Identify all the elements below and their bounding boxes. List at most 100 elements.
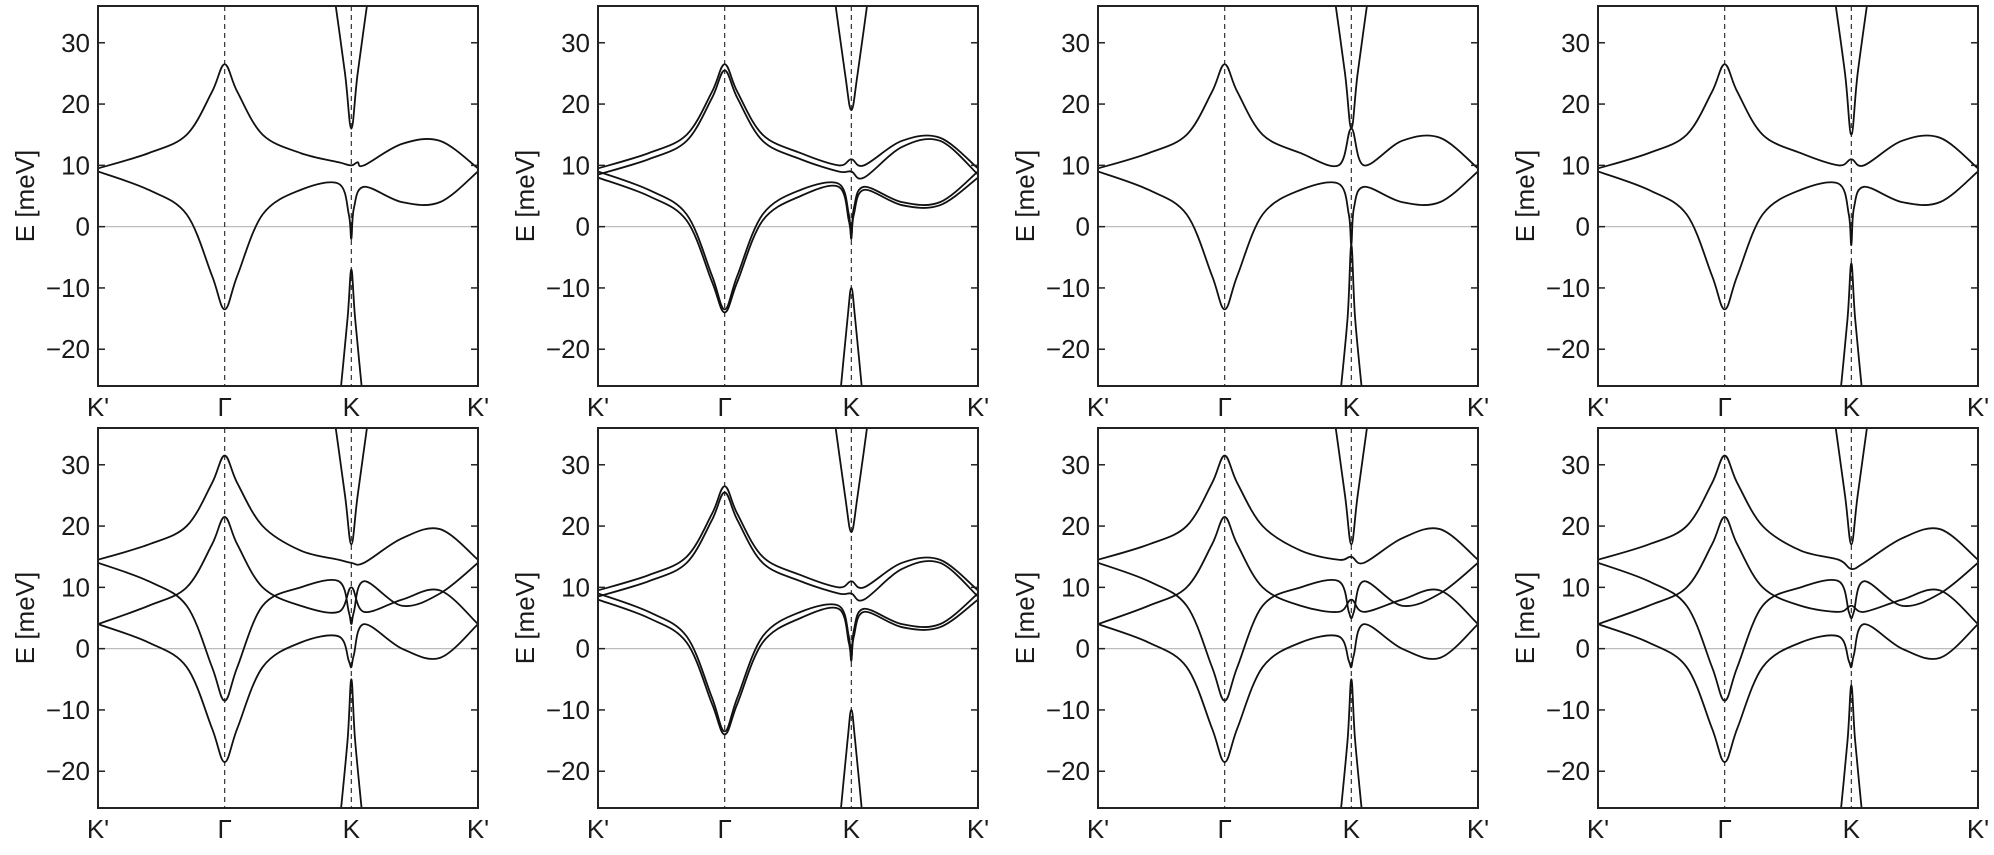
band-line-2 — [1598, 170, 1978, 311]
plot-frame — [1597, 427, 1979, 809]
y-tick-label: −10 — [546, 695, 590, 725]
y-tick-label: 20 — [1561, 511, 1590, 541]
band-line-2 — [98, 170, 478, 311]
band-line-4 — [98, 623, 478, 763]
y-tick-label: 30 — [561, 450, 590, 480]
band-line-5 — [1334, 428, 1368, 546]
y-tick-label: 0 — [1576, 634, 1590, 664]
y-tick-label: −20 — [1046, 756, 1090, 786]
y-tick-label: 20 — [61, 89, 90, 119]
x-tick-label: K' — [967, 392, 989, 422]
y-tick-label: 20 — [61, 511, 90, 541]
band-line-2 — [598, 69, 978, 180]
y-tick-label: −10 — [1546, 695, 1590, 725]
y-tick-label: 20 — [1061, 89, 1090, 119]
y-axis-label: E [meV] — [1010, 150, 1040, 242]
y-tick-label: 30 — [1061, 450, 1090, 480]
x-tick-label: K' — [587, 814, 609, 844]
x-tick-label: K — [1343, 392, 1361, 422]
y-tick-label: −10 — [46, 695, 90, 725]
x-tick-label: K' — [1967, 392, 1989, 422]
x-tick-label: Γ — [218, 814, 232, 844]
x-tick-label: Γ — [218, 392, 232, 422]
x-tick-label: K' — [467, 392, 489, 422]
band-line-1 — [1098, 63, 1478, 170]
y-tick-label: 10 — [1061, 572, 1090, 602]
band-line-4 — [1098, 623, 1478, 763]
y-tick-label: −10 — [1546, 273, 1590, 303]
panel-6: −20 −10 0 10 20 30 K' Γ K K' E [meV] — [510, 427, 989, 844]
band-line-4 — [1340, 244, 1363, 386]
y-tick-label: 0 — [1576, 212, 1590, 242]
panel-5: −20 −10 0 10 20 30 K' Γ K K' E [meV] — [10, 427, 489, 844]
x-tick-label: K — [343, 814, 361, 844]
band-group — [1598, 428, 1978, 808]
band-group — [98, 6, 478, 386]
band-group — [98, 428, 478, 808]
band-line-1 — [598, 485, 978, 592]
band-line-1 — [98, 63, 478, 170]
y-tick-label: 0 — [76, 212, 90, 242]
panel-7: −20 −10 0 10 20 30 K' Γ K K' E [meV] — [1010, 427, 1489, 844]
x-tick-label: K' — [1087, 392, 1109, 422]
y-axis-label: E [meV] — [1010, 572, 1040, 664]
x-tick-label: K' — [1587, 392, 1609, 422]
band-line-3 — [598, 170, 978, 311]
plot-frame — [1097, 5, 1479, 387]
band-line-4 — [598, 176, 978, 314]
y-axis-label: E [meV] — [510, 150, 540, 242]
band-line-1 — [598, 63, 978, 170]
band-line-3 — [98, 561, 478, 702]
plot-frame — [97, 5, 479, 387]
y-tick-label: 10 — [1561, 572, 1590, 602]
y-tick-label: 0 — [76, 634, 90, 664]
y-tick-label: 10 — [61, 572, 90, 602]
x-tick-label: K — [1843, 392, 1861, 422]
x-tick-label: K' — [1467, 814, 1489, 844]
plot-frame — [1597, 5, 1979, 387]
band-line-5 — [334, 428, 368, 546]
panel-4: −20 −10 0 10 20 30 K' Γ K K' E [meV] — [1510, 5, 1989, 422]
y-tick-label: −20 — [1546, 756, 1590, 786]
band-line-3 — [1834, 6, 1868, 136]
band-line-2 — [1598, 515, 1978, 625]
plot-frame — [97, 427, 479, 809]
y-axis-label: E [meV] — [1510, 150, 1540, 242]
y-tick-label: −10 — [1046, 273, 1090, 303]
y-axis-label: E [meV] — [10, 150, 40, 242]
band-line-3 — [1598, 561, 1978, 702]
band-group — [598, 428, 978, 808]
x-tick-label: Γ — [1718, 392, 1732, 422]
band-group — [1098, 428, 1478, 808]
x-tick-label: K' — [87, 814, 109, 844]
x-tick-label: K' — [1467, 392, 1489, 422]
y-tick-label: −20 — [546, 756, 590, 786]
band-line-3 — [1334, 6, 1368, 130]
band-line-3 — [598, 592, 978, 733]
y-tick-label: −20 — [1546, 334, 1590, 364]
plot-frame — [597, 5, 979, 387]
band-line-4 — [1840, 262, 1863, 386]
x-tick-label: K' — [1587, 814, 1609, 844]
y-tick-label: 20 — [561, 511, 590, 541]
y-tick-label: 10 — [1561, 150, 1590, 180]
y-tick-label: 30 — [1561, 28, 1590, 58]
y-tick-label: 0 — [1076, 212, 1090, 242]
panel-8: −20 −10 0 10 20 30 K' Γ K K' E [meV] — [1510, 427, 1989, 844]
x-tick-label: Γ — [1718, 814, 1732, 844]
y-tick-label: −10 — [46, 273, 90, 303]
y-tick-label: −20 — [546, 334, 590, 364]
panel-3: −20 −10 0 10 20 30 K' Γ K K' E [meV] — [1010, 5, 1489, 422]
band-line-1 — [1598, 454, 1978, 570]
x-tick-label: Γ — [1218, 392, 1232, 422]
x-tick-label: K — [343, 392, 361, 422]
x-tick-label: Γ — [718, 814, 732, 844]
band-line-6 — [840, 287, 863, 386]
x-tick-label: K' — [1967, 814, 1989, 844]
band-line-2 — [1098, 170, 1478, 311]
plot-frame — [597, 427, 979, 809]
y-tick-label: 30 — [61, 28, 90, 58]
band-line-6 — [340, 678, 363, 808]
y-tick-label: −10 — [546, 273, 590, 303]
